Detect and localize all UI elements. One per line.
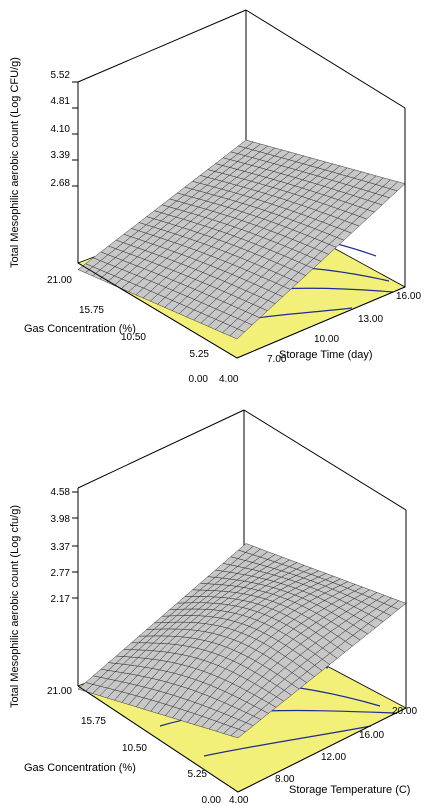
plot2-x-tick-4: 4.00 — [229, 795, 249, 806]
plot1-x-axis-title: Storage Time (day) — [279, 349, 373, 361]
plot2-z-tick-1: 2.17 — [51, 594, 71, 605]
plot1-z-tick-4: 4.81 — [51, 96, 71, 107]
plot1-surface-mesh — [77, 139, 406, 340]
plot2-y-tick-0: 0.00 — [202, 795, 222, 806]
surface-cell — [237, 139, 254, 149]
plot1-y-axis-title: Gas Concentration (%) — [24, 323, 136, 335]
plot2-x-tick-12: 12.00 — [321, 752, 346, 763]
plot2-x-tick-16: 16.00 — [359, 730, 384, 741]
plot2-y-axis-title: Gas Concentration (%) — [24, 762, 136, 774]
plot1-x-tick-7: 7.00 — [267, 354, 287, 365]
plot1-x-tick-10: 10.00 — [314, 334, 339, 345]
plot2-z-axis-title: Total Mesophilic aerobic count (Log cfu/… — [9, 505, 21, 708]
plot1-z-tick-1: 2.68 — [51, 178, 71, 189]
plot1-x-tick-16: 16.00 — [396, 291, 421, 302]
plot2-z-tick-3: 3.37 — [51, 542, 71, 553]
plot2-x-tick-20: 20.00 — [392, 706, 417, 717]
surface-cell — [237, 543, 254, 553]
plot1-y-tick-0: 0.00 — [189, 374, 209, 385]
plot2-z-tick-4: 3.98 — [51, 514, 71, 525]
plot2-x-tick-8: 8.00 — [275, 774, 295, 785]
plot1-y-tick-21: 21.00 — [47, 275, 72, 286]
plot1-z-axis-title: Total Mesophilic aerobic count (Log CFU/… — [9, 57, 21, 268]
plot2-y-tick-5: 5.25 — [188, 769, 208, 780]
plot2-contour-4 — [203, 725, 372, 757]
plot1-axes: 5.52 4.81 4.10 3.39 2.68 21.00 15.75 10.… — [9, 57, 421, 385]
plot1-x-tick-4: 4.00 — [219, 374, 239, 385]
plot2-y-tick-15: 15.75 — [81, 716, 106, 727]
plot2-z-tick-5: 4.58 — [51, 487, 71, 498]
plot2-x-axis-title: Storage Temperature (C) — [289, 784, 410, 796]
plot2-y-tick-10: 10.50 — [122, 743, 147, 754]
surface-plot-2: 4.58 3.98 3.37 2.77 2.17 21.00 15.75 10.… — [9, 409, 417, 806]
plot1-y-tick-15: 15.75 — [79, 305, 104, 316]
plot2-axes: 4.58 3.98 3.37 2.77 2.17 21.00 15.75 10.… — [9, 487, 417, 806]
plot1-y-tick-10: 10.50 — [121, 332, 146, 343]
plot1-x-tick-13: 13.00 — [358, 314, 383, 325]
surface-plot-1: 5.52 4.81 4.10 3.39 2.68 21.00 15.75 10.… — [9, 9, 421, 385]
plot1-y-tick-5: 5.25 — [190, 349, 210, 360]
plot1-z-tick-5: 5.52 — [51, 70, 71, 81]
plot1-z-tick-3: 4.10 — [51, 124, 71, 135]
plot2-z-tick-2: 2.77 — [51, 568, 71, 579]
plot2-surface-mesh — [77, 543, 407, 739]
plot1-z-tick-2: 3.39 — [51, 150, 71, 161]
plot2-y-tick-21: 21.00 — [47, 686, 72, 697]
